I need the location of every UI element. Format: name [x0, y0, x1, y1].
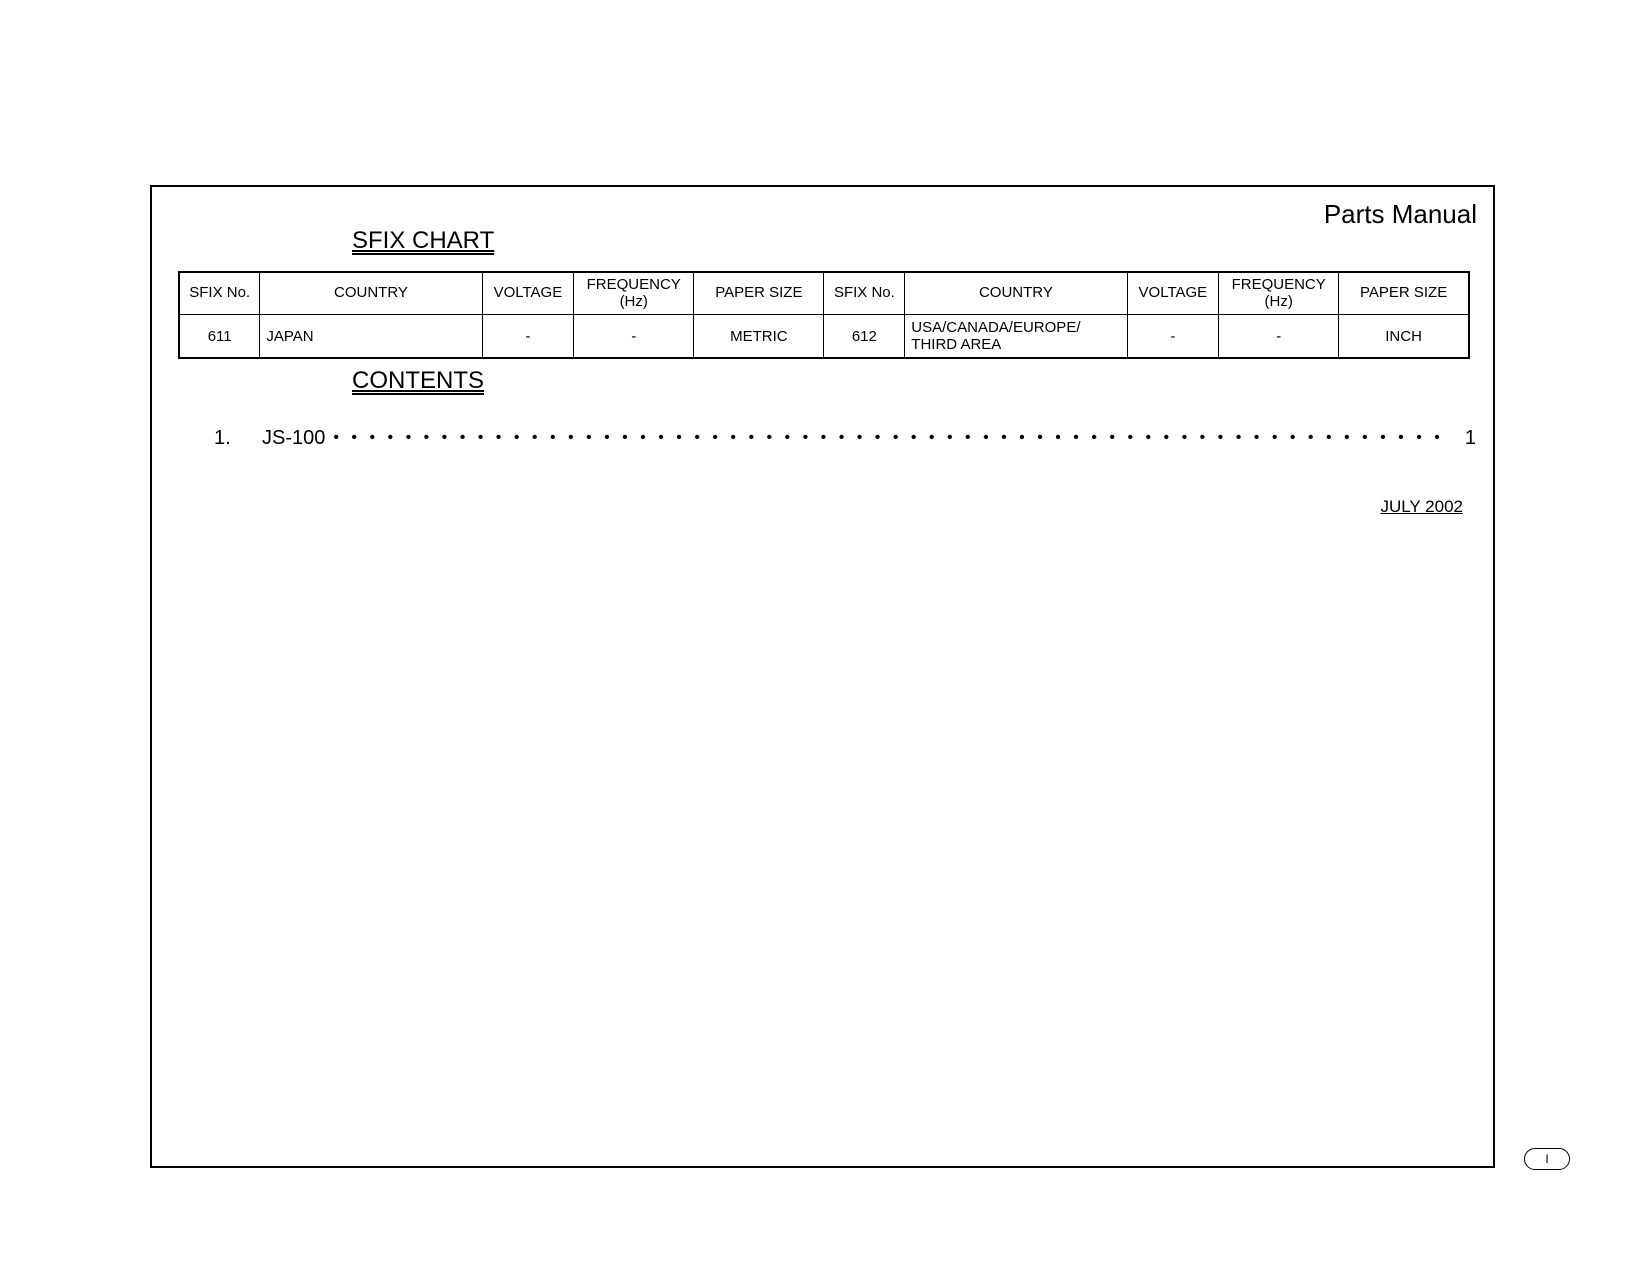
- header-country: COUNTRY: [260, 272, 482, 315]
- date-stamp: JULY 2002: [1380, 497, 1463, 517]
- header-voltage: VOLTAGE: [482, 272, 574, 315]
- header-country-2: COUNTRY: [905, 272, 1127, 315]
- toc-item-label: JS-100: [254, 427, 325, 450]
- document-title: Parts Manual: [1324, 199, 1477, 230]
- contents-heading: CONTENTS: [352, 369, 484, 395]
- toc-item-number: 1.: [206, 427, 254, 450]
- header-paper-size-2: PAPER SIZE: [1339, 272, 1469, 315]
- table-row: 611 JAPAN - - METRIC 612 USA/CANADA/EURO…: [179, 315, 1469, 359]
- page-number-roman: I: [1545, 1152, 1548, 1166]
- header-voltage-2: VOLTAGE: [1127, 272, 1219, 315]
- header-frequency: FREQUENCY (Hz): [574, 272, 694, 315]
- cell-frequency: -: [574, 315, 694, 359]
- toc-line: 1. JS-100 • • • • • • • • • • • • • • • …: [206, 427, 1476, 450]
- header-sfix-no-2: SFIX No.: [824, 272, 905, 315]
- cell-country: JAPAN: [260, 315, 482, 359]
- table-header-row: SFIX No. COUNTRY VOLTAGE FREQUENCY (Hz) …: [179, 272, 1469, 315]
- cell-voltage: -: [1127, 315, 1219, 359]
- page-frame: Parts Manual SFIX CHART SFIX No. COUNTRY…: [150, 185, 1495, 1168]
- header-sfix-no: SFIX No.: [179, 272, 260, 315]
- cell-sfix-no: 612: [824, 315, 905, 359]
- toc-item-page: 1: [1446, 427, 1476, 450]
- sfix-chart-heading: SFIX CHART: [352, 229, 494, 255]
- cell-paper-size: METRIC: [694, 315, 824, 359]
- cell-voltage: -: [482, 315, 574, 359]
- sfix-table: SFIX No. COUNTRY VOLTAGE FREQUENCY (Hz) …: [178, 271, 1470, 359]
- cell-frequency: -: [1219, 315, 1339, 359]
- page-number-badge: I: [1524, 1148, 1570, 1170]
- header-frequency-2: FREQUENCY (Hz): [1219, 272, 1339, 315]
- header-paper-size: PAPER SIZE: [694, 272, 824, 315]
- cell-paper-size: INCH: [1339, 315, 1469, 359]
- cell-country: USA/CANADA/EUROPE/ THIRD AREA: [905, 315, 1127, 359]
- toc-dot-leader: • • • • • • • • • • • • • • • • • • • • …: [325, 429, 1446, 447]
- cell-sfix-no: 611: [179, 315, 260, 359]
